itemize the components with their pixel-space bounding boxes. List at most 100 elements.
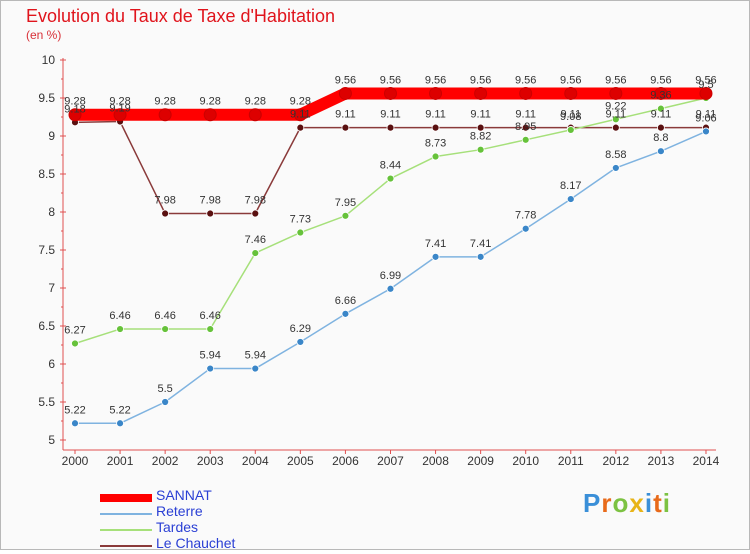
data-point [206, 325, 215, 333]
data-point [611, 164, 620, 172]
y-tick-label: 6.5 [38, 319, 55, 333]
data-label: 6.46 [109, 310, 130, 322]
x-tick-label: 2010 [512, 454, 539, 468]
x-tick-label: 2002 [152, 454, 179, 468]
chart-unit-label: (en %) [26, 28, 62, 42]
data-point [657, 147, 665, 156]
data-label: 8.58 [605, 149, 626, 161]
data-label: 7.98 [199, 195, 220, 207]
x-tick-label: 2003 [197, 454, 224, 468]
logo-letter: o [612, 488, 630, 518]
data-label: 9.11 [290, 109, 311, 121]
y-tick-label: 9 [48, 129, 55, 143]
data-label: 9.19 [109, 103, 130, 115]
data-label: 9.11 [425, 109, 446, 121]
data-point [158, 108, 172, 122]
data-label: 9.56 [695, 74, 716, 86]
data-point [161, 398, 170, 406]
data-label: 9.11 [696, 109, 717, 121]
y-tick-label: 5 [48, 433, 55, 447]
data-point [341, 123, 350, 132]
data-label: 8.8 [653, 132, 668, 144]
chart-title: Evolution du Taux de Taxe d'Habitation [26, 6, 335, 26]
data-label: 9.56 [470, 74, 491, 86]
data-point [431, 152, 440, 161]
data-label: 6.46 [199, 310, 220, 322]
y-tick-label: 8.5 [38, 167, 55, 181]
data-label: 5.22 [64, 404, 85, 416]
data-point [251, 249, 260, 257]
x-tick-label: 2001 [107, 454, 134, 468]
data-label: 5.22 [109, 404, 130, 416]
data-label: 9.5 [698, 79, 713, 91]
data-point [476, 145, 485, 154]
data-label: 9.36 [650, 90, 671, 102]
data-point [702, 127, 710, 136]
data-label: 7.98 [154, 195, 175, 207]
data-point [566, 195, 575, 203]
data-point [296, 123, 305, 132]
data-point [206, 209, 215, 218]
data-label: 6.66 [335, 295, 356, 307]
data-point [296, 338, 305, 346]
data-point [476, 123, 485, 132]
y-tick-label: 5.5 [38, 395, 55, 409]
data-point [293, 108, 307, 122]
data-label: 9.22 [605, 100, 626, 112]
data-label: 9.28 [199, 96, 220, 108]
data-point [386, 174, 395, 183]
y-tick-label: 10 [42, 53, 56, 67]
data-label: 9.28 [154, 96, 175, 108]
data-label: 9.11 [335, 109, 356, 121]
x-tick-label: 2013 [648, 454, 675, 468]
series-line [74, 97, 707, 345]
logo-letter: i [662, 488, 671, 518]
data-label: 9.11 [651, 109, 672, 121]
data-point [699, 86, 713, 100]
data-label: 5.94 [199, 350, 220, 362]
data-point [609, 86, 623, 100]
logo-letter: P [583, 488, 602, 518]
legend-label: Tardes [156, 519, 199, 535]
data-point [521, 135, 530, 144]
legend-label: Le Chauchet [156, 535, 236, 551]
data-point [113, 108, 127, 122]
data-point [521, 224, 530, 233]
x-tick-label: 2014 [693, 454, 720, 468]
y-tick-label: 9.5 [38, 91, 55, 105]
data-label: 7.46 [245, 234, 266, 246]
data-label: 9.11 [380, 109, 401, 121]
data-label: 7.41 [425, 238, 446, 250]
y-tick-label: 6 [48, 357, 55, 371]
data-point [338, 86, 352, 100]
data-point [296, 228, 305, 237]
data-point [116, 325, 124, 333]
data-point [161, 209, 170, 218]
data-point [248, 108, 262, 122]
data-point [431, 252, 440, 261]
x-tick-label: 2005 [287, 454, 314, 468]
data-label: 9.56 [380, 74, 401, 86]
data-label: 9.28 [109, 96, 130, 108]
data-point [657, 104, 665, 113]
data-label: 6.29 [290, 323, 311, 335]
data-label: 9.11 [470, 109, 491, 121]
data-label: 9.28 [245, 96, 266, 108]
data-point [611, 115, 620, 124]
data-label: 8.82 [470, 131, 491, 143]
data-label: 9.08 [560, 111, 581, 123]
logo-letter: i [644, 488, 654, 518]
data-point [657, 123, 665, 132]
data-label: 7.95 [335, 197, 356, 209]
data-point [251, 209, 260, 218]
x-tick-label: 2009 [467, 454, 494, 468]
data-point [476, 252, 485, 261]
data-label: 9.11 [606, 109, 627, 121]
y-tick-label: 8 [48, 205, 55, 219]
y-tick-label: 7 [48, 281, 55, 295]
data-point [206, 364, 215, 373]
data-label: 9.11 [515, 109, 536, 121]
data-point [519, 86, 533, 100]
data-point [566, 126, 575, 134]
proxiti-logo: Proxiti [583, 488, 671, 519]
